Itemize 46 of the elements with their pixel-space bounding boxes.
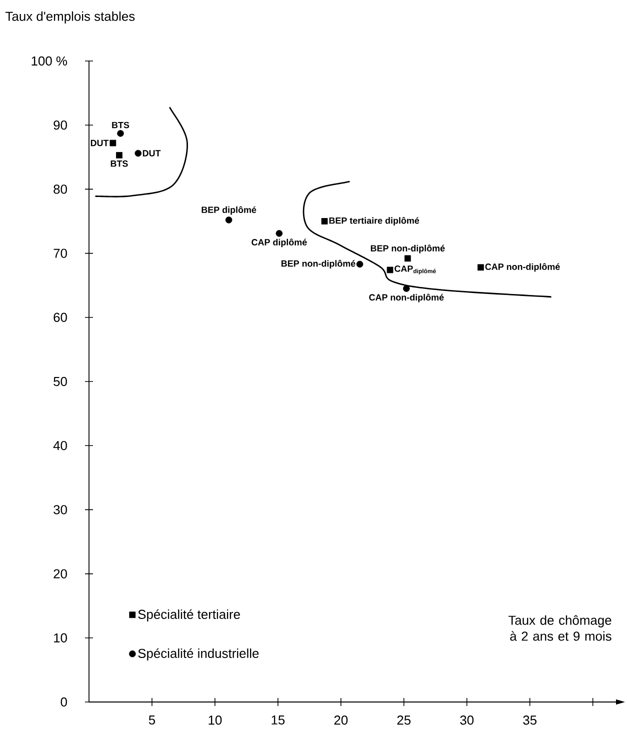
legend-label: Spécialité tertiaire	[138, 609, 240, 622]
point	[386, 266, 394, 274]
data-label: CAP diplômé	[252, 238, 307, 248]
data-label: CAP non-diplômé	[369, 294, 444, 302]
point	[225, 216, 232, 224]
x-tick-label: 30	[460, 716, 474, 725]
data-label: BEP diplômé	[202, 206, 256, 215]
y-tick-label: 0	[60, 697, 67, 707]
point	[478, 264, 484, 271]
y-tick-label: 70	[54, 248, 67, 258]
x-tick-label: 10	[208, 716, 222, 725]
y-tick-label: 90	[54, 120, 67, 130]
data-label: BEP non-diplômé	[281, 260, 356, 268]
data-label: BTS	[110, 160, 128, 167]
y-tick-label: 80	[54, 184, 67, 194]
point	[356, 260, 364, 268]
y-tick-label: 10	[54, 633, 67, 642]
y-tick-label: 30	[54, 505, 67, 514]
y-tick-label: 40	[53, 441, 67, 450]
x-tick-label: 20	[334, 716, 348, 725]
x-tick-label: 15	[272, 716, 285, 725]
x-axis-title: Taux de chômage à 2 ans et 9 mois	[508, 615, 612, 641]
x-tick-label: 35	[523, 716, 536, 725]
data-label: BEP tertiaire diplômé	[329, 216, 420, 226]
y-tick-label: 100 %	[32, 56, 68, 66]
point	[403, 285, 410, 292]
point	[404, 255, 411, 262]
point	[110, 140, 116, 146]
data-label: BEP non-diplômé	[370, 244, 445, 254]
data-label: DUT	[90, 140, 109, 146]
y-tick-label: 60	[54, 312, 67, 322]
point	[321, 218, 328, 224]
data-label: CAP non-diplômé	[485, 263, 560, 272]
y-tick-label: 20	[54, 569, 67, 578]
x-tick-label: 25	[397, 716, 411, 725]
point	[116, 152, 122, 158]
data-label: DUT	[142, 150, 161, 156]
y-axis-title: Taux d'emplois stables	[6, 11, 135, 24]
point	[276, 230, 283, 237]
point	[117, 130, 124, 137]
legend-label: Spécialité industrielle	[138, 648, 259, 661]
y-tick-label: 50	[54, 376, 67, 386]
data-label: BTS	[112, 122, 130, 128]
data-label: CAP$_{diplômé}$	[394, 266, 436, 274]
x-tick-label: 5	[148, 716, 156, 725]
point	[134, 150, 142, 157]
